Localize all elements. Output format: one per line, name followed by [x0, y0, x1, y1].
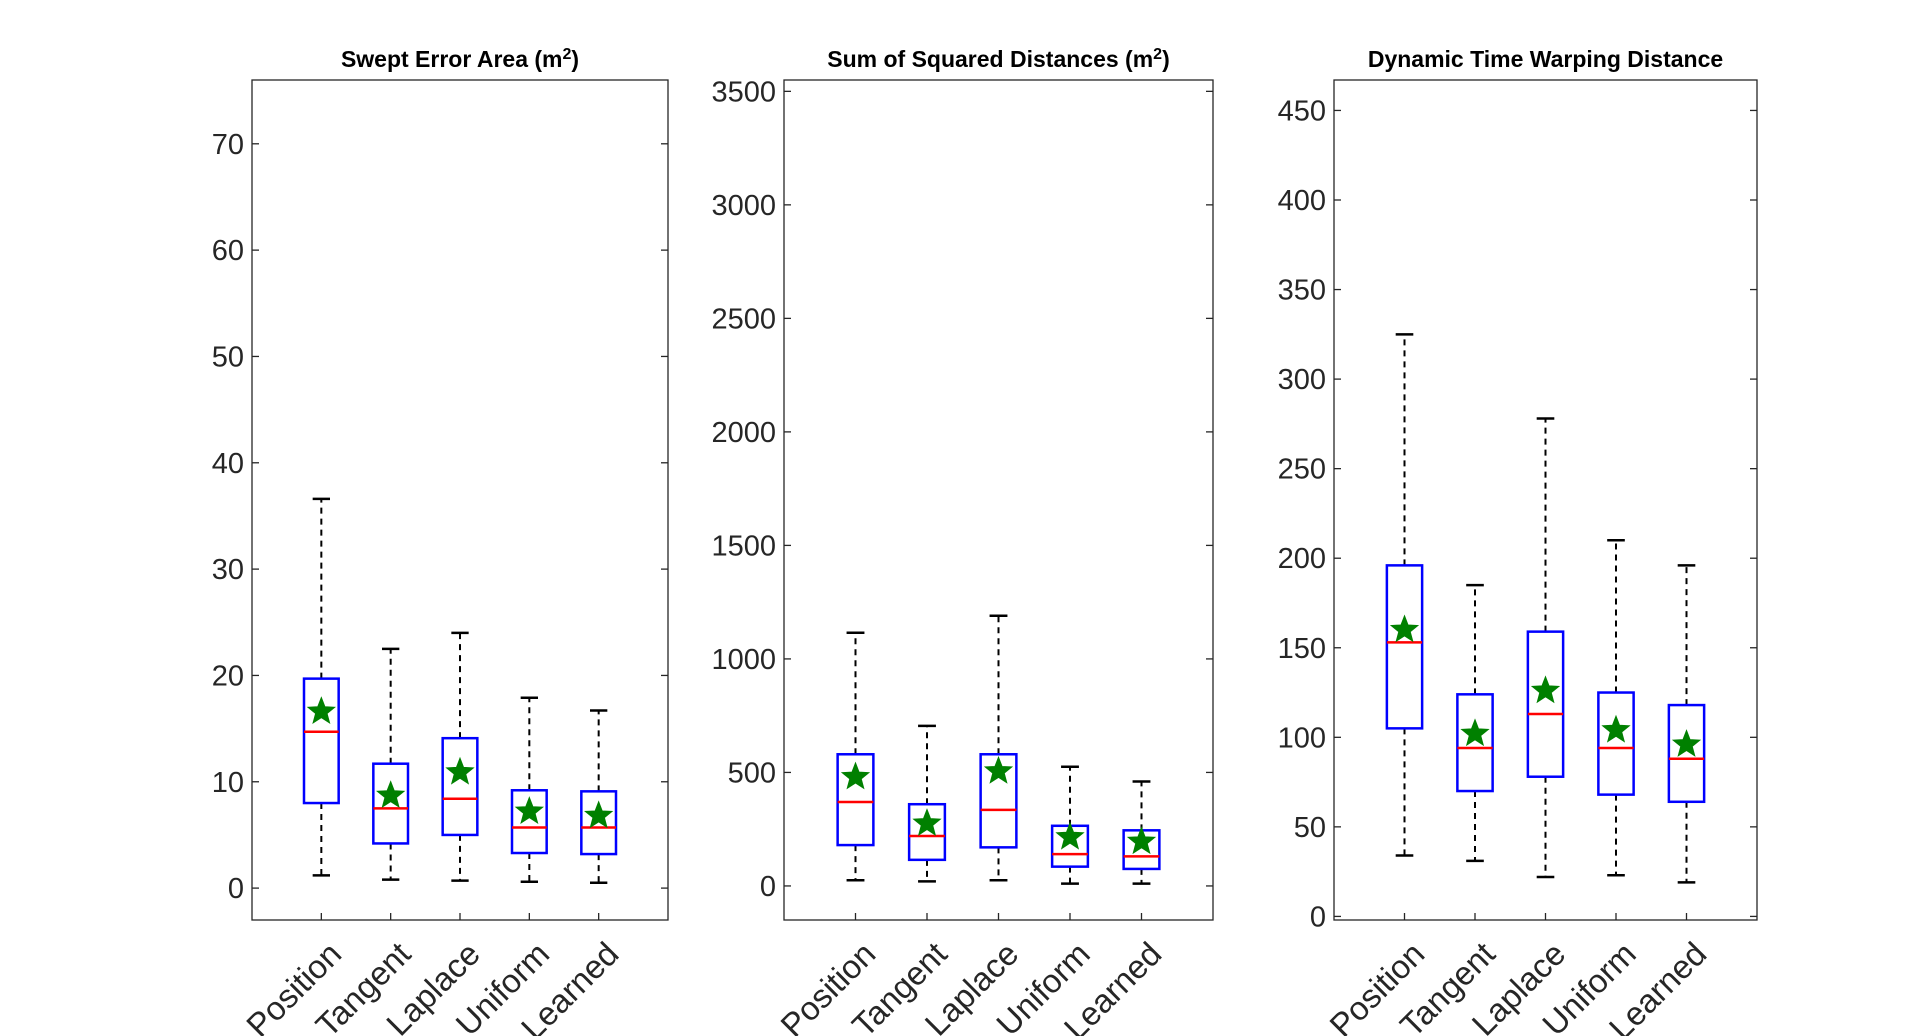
mean-star-marker	[445, 756, 475, 785]
box-laplace	[979, 614, 1018, 882]
y-tick-label: 450	[1278, 95, 1326, 127]
box-tangent	[1456, 583, 1494, 863]
y-tick-label: 150	[1278, 633, 1326, 665]
box-position	[836, 631, 875, 882]
chart-sum-of-squared-distances: Sum of Squared Distances (m2) 0 500 1000 15…	[711, 46, 1214, 1036]
iqr-box	[580, 790, 618, 856]
y-tick-label: 0	[1310, 901, 1326, 933]
iqr-box	[907, 802, 947, 862]
iqr-box	[1526, 630, 1565, 778]
chart-title: Sum of Squared Distances (m2)	[827, 46, 1170, 73]
box-uniform	[1050, 765, 1090, 885]
y-tick-label: 50	[1294, 812, 1326, 844]
chart-dynamic-time-warping: Dynamic Time Warping Distance 0 50 100 150 2…	[1278, 46, 1758, 1036]
iqr-box	[372, 762, 410, 845]
box-learned	[580, 709, 618, 885]
y-tick-label: 60	[212, 235, 244, 267]
mean-star-marker	[1389, 614, 1420, 643]
iqr-box	[1385, 564, 1424, 730]
box-uniform	[1597, 539, 1635, 877]
y-tick-label: 100	[1278, 722, 1326, 754]
mean-star-marker	[912, 808, 942, 836]
box-uniform	[510, 696, 548, 883]
box-tangent	[907, 724, 947, 883]
y-tick-label: 300	[1278, 364, 1326, 396]
y-tick-label: 2500	[711, 303, 776, 335]
iqr-box	[302, 677, 340, 805]
mean-star-marker	[306, 696, 336, 725]
iqr-box	[979, 753, 1018, 849]
box-position	[1385, 333, 1424, 857]
box-laplace	[441, 631, 479, 882]
iqr-box	[441, 736, 479, 837]
mean-star-marker	[1460, 718, 1490, 747]
mean-star-marker	[376, 780, 406, 809]
mean-star-marker	[1055, 821, 1085, 850]
iqr-box	[1456, 693, 1494, 793]
y-tick-label: 3000	[711, 190, 776, 222]
mean-star-marker	[840, 761, 871, 790]
mean-star-marker	[1530, 675, 1561, 704]
y-tick-label: 350	[1278, 275, 1326, 307]
box-learned	[1667, 564, 1706, 884]
box-position	[302, 497, 340, 877]
y-tick-label: 70	[212, 129, 244, 161]
iqr-box	[1597, 691, 1635, 796]
mean-star-marker	[514, 796, 544, 824]
mean-star-marker	[584, 800, 614, 829]
axes-frame	[783, 79, 1214, 921]
y-tick-label: 2000	[711, 417, 776, 449]
y-tick-label: 0	[760, 871, 776, 903]
y-tick-label: 0	[228, 873, 244, 905]
iqr-box	[1667, 703, 1706, 804]
chart-swept-error-area: Swept Error Area (m2) 010203040506070Pos…	[212, 46, 669, 1036]
y-tick-label: 20	[212, 660, 244, 692]
y-tick-label: 1000	[711, 644, 776, 676]
box-tangent	[372, 647, 410, 881]
mean-star-marker	[983, 755, 1014, 784]
box-laplace	[1526, 417, 1565, 879]
axes-frame	[1333, 79, 1758, 921]
box-learned	[1122, 780, 1161, 885]
chart-title: Dynamic Time Warping Distance	[1368, 46, 1723, 72]
y-tick-label: 3500	[711, 76, 776, 108]
y-tick-label: 200	[1278, 543, 1326, 575]
y-tick-label: 250	[1278, 454, 1326, 486]
iqr-box	[836, 753, 875, 847]
y-tick-label: 30	[212, 554, 244, 586]
iqr-box	[510, 789, 548, 855]
y-tick-label: 50	[212, 341, 244, 373]
y-tick-label: 1500	[711, 530, 776, 562]
y-tick-label: 10	[212, 767, 244, 799]
chart-title: Swept Error Area (m2)	[341, 46, 579, 73]
mean-star-marker	[1601, 714, 1631, 743]
y-tick-label: 500	[728, 757, 776, 789]
y-tick-label: 40	[212, 448, 244, 480]
y-tick-label: 400	[1278, 185, 1326, 217]
mean-star-marker	[1671, 729, 1702, 757]
mean-star-marker	[1126, 826, 1157, 855]
